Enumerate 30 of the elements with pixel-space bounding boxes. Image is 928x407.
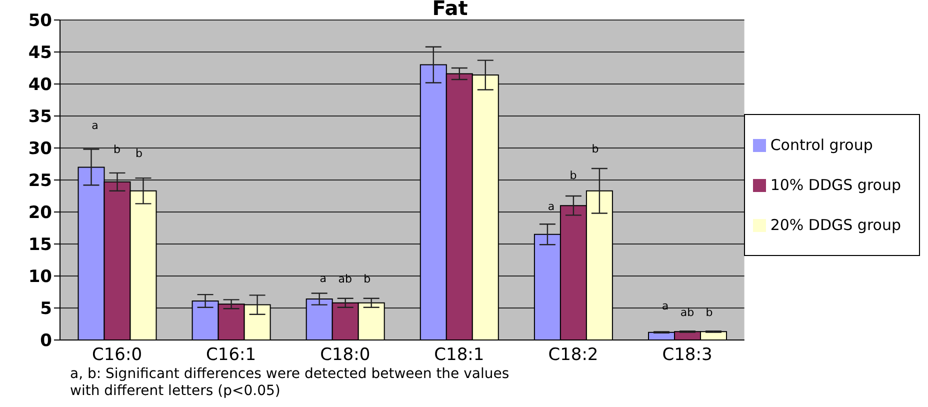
annotation: a <box>548 200 555 214</box>
annotation: ab <box>338 272 352 286</box>
legend-label: 20% DDGS group <box>770 216 901 234</box>
annotation: b <box>136 146 143 160</box>
y-tick-label: 35 <box>28 107 52 128</box>
annotation: ab <box>680 306 694 319</box>
legend-label: Control group <box>770 136 873 154</box>
x-tick-label: C16:1 <box>206 345 256 366</box>
x-tick-label: C18:0 <box>320 345 370 366</box>
y-tick-label: 45 <box>28 43 52 64</box>
x-tick-label: C18:2 <box>548 345 598 366</box>
y-tick-label: 0 <box>40 331 52 352</box>
text: a, b: Significant differences were detected between the values with different letters (p<0.05) <box>70 366 510 400</box>
y-tick-label: 25 <box>28 171 52 192</box>
annotation: a <box>92 119 98 132</box>
y-tick-label: 40 <box>28 75 52 96</box>
annotation: b <box>706 306 713 319</box>
legend-label: 10% DDGS group <box>770 176 901 194</box>
x-tick-label: C18:1 <box>434 345 484 366</box>
chart-title: Fat <box>431 0 469 20</box>
y-tick-label: 5 <box>40 299 52 320</box>
annotation: b <box>570 168 577 182</box>
y-tick-label: 10 <box>28 267 52 288</box>
annotation: b <box>364 272 371 286</box>
y-tick-label: 20 <box>28 203 52 224</box>
y-tick-label: 50 <box>28 11 52 32</box>
y-tick-label: 15 <box>28 235 52 256</box>
x-tick-label: C16:0 <box>92 345 142 366</box>
x-tick-label: C18:3 <box>662 345 712 366</box>
y-tick-label: 30 <box>28 139 52 160</box>
